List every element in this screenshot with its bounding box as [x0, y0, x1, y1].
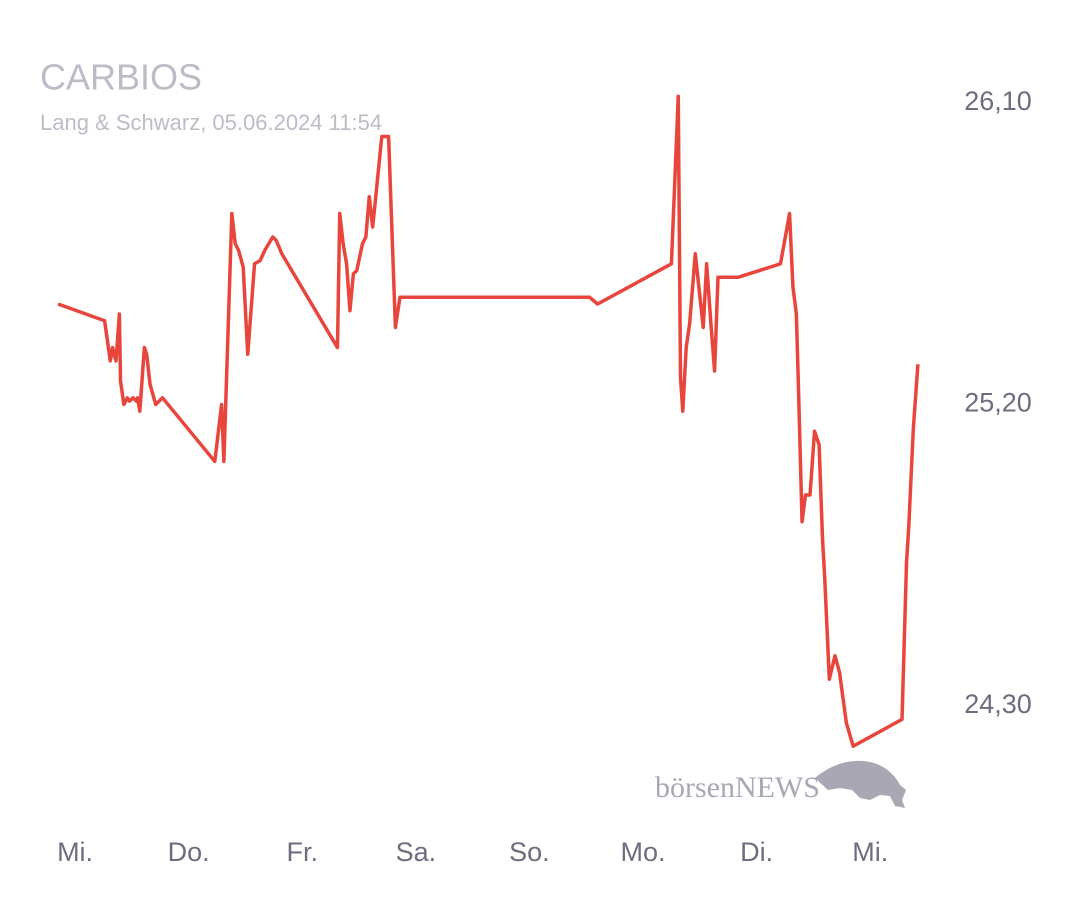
watermark-text: börsenNEWS	[655, 771, 820, 804]
x-tick-label: Mo.	[621, 837, 666, 867]
watermark: börsenNEWS	[655, 760, 906, 808]
price-line	[57, 94, 920, 748]
y-tick-label: 24,30	[964, 689, 1032, 719]
x-tick-label: Do.	[168, 837, 210, 867]
y-tick-label: 26,10	[964, 86, 1032, 116]
x-tick-label: Mi.	[852, 837, 888, 867]
chart-subtitle: Lang & Schwarz, 05.06.2024 11:54	[40, 110, 382, 135]
x-tick-label: Mi.	[57, 837, 93, 867]
x-tick-label: So.	[509, 837, 550, 867]
y-tick-label: 25,20	[964, 388, 1032, 418]
x-tick-label: Sa.	[396, 837, 437, 867]
watermark-bull	[815, 760, 906, 808]
x-tick-label: Fr.	[287, 837, 319, 867]
chart-title: CARBIOS	[40, 57, 202, 98]
x-tick-label: Di.	[740, 837, 773, 867]
